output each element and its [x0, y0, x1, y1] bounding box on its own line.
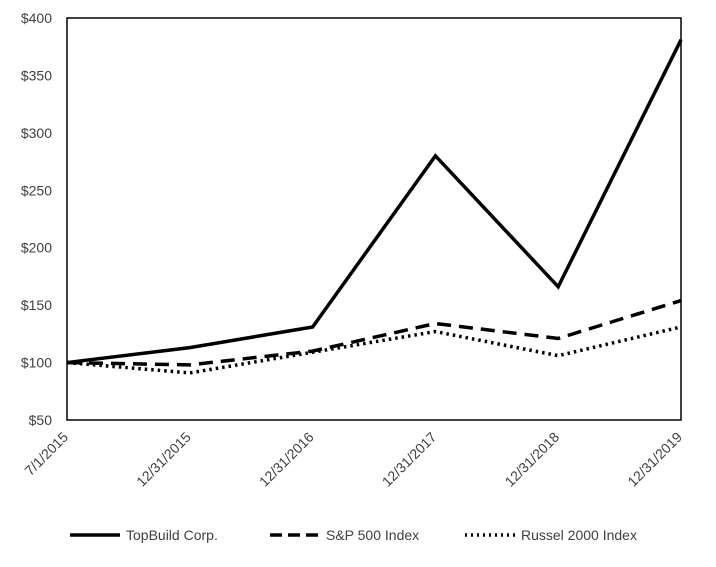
series-line-solid: [66, 39, 683, 365]
y-tick-label: $250: [21, 182, 52, 198]
y-tick-label: $400: [21, 10, 52, 26]
legend-label-sp500: S&P 500 Index: [326, 527, 420, 543]
x-tick-label: 12/31/2019: [624, 429, 685, 490]
y-tick-label: $200: [21, 240, 52, 256]
x-tick-label: 12/31/2018: [501, 429, 562, 490]
legend: TopBuild Corp. S&P 500 Index Russel 2000…: [0, 527, 716, 551]
legend-item-russell: Russel 2000 Index: [465, 527, 637, 543]
line-chart: $50 $100 $150 $200 $250 $300 $350 $400 7/1/2015…: [21, 10, 685, 490]
legend-swatch-dotted: [465, 533, 515, 537]
y-tick-label: $150: [21, 297, 52, 313]
legend-swatch-dashed: [270, 533, 320, 537]
y-axis: $50 $100 $150 $200 $250 $300 $350 $400: [21, 10, 52, 428]
legend-swatch-solid: [70, 533, 120, 537]
legend-item-sp500: S&P 500 Index: [270, 527, 419, 543]
x-tick-label: 12/31/2015: [133, 429, 194, 490]
y-tick-label: $300: [21, 125, 52, 141]
y-tick-label: $350: [21, 67, 52, 83]
series-line-dashed: [66, 298, 682, 367]
x-axis: 7/1/2015 12/31/2015 12/31/2016 12/31/2017 12…: [21, 429, 685, 490]
x-tick-label: 12/31/2017: [379, 429, 440, 490]
legend-label-russell: Russel 2000 Index: [521, 527, 637, 543]
series-layer: [66, 39, 683, 375]
legend-item-topbuild: TopBuild Corp.: [70, 527, 218, 543]
y-tick-label: $50: [29, 412, 53, 428]
x-tick-label: 12/31/2016: [256, 429, 317, 490]
plot-frame: [66, 17, 682, 421]
y-tick-label: $100: [21, 355, 52, 371]
legend-label-topbuild: TopBuild Corp.: [126, 527, 218, 543]
x-tick-label: 7/1/2015: [21, 429, 71, 479]
